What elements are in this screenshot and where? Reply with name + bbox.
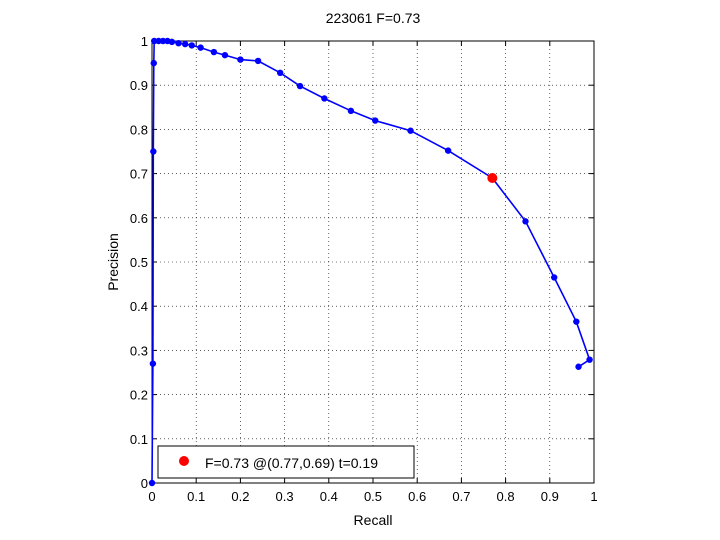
pr-curve-point: [155, 37, 162, 45]
pr-curve-point: [188, 42, 195, 49]
pr-curve: [148, 37, 593, 487]
y-tick-label: 0.1: [130, 432, 148, 447]
pr-curve-point: [407, 127, 414, 134]
y-tick-label: 0.9: [130, 78, 148, 93]
plot-frame: [151, 40, 595, 484]
y-tick-label: 0.4: [130, 299, 148, 314]
pr-curve-point: [573, 318, 580, 325]
pr-curve-point: [210, 48, 218, 56]
x-tick-label: 0.2: [231, 489, 249, 504]
y-tick-label: 0.6: [130, 211, 148, 226]
best-f-point: [487, 173, 498, 184]
pr-curve-point: [321, 95, 328, 102]
x-tick-label: 0: [148, 489, 155, 504]
y-tick-label: 0.3: [130, 343, 148, 358]
x-tick-label: 0.5: [364, 489, 382, 504]
legend-box: [157, 445, 415, 479]
y-tick-labels: 0 0.1 0.2 0.3 0.4 0.5 0.6 0.7 0.8 0.9 1: [130, 34, 148, 491]
pr-curve-point: [221, 51, 229, 59]
x-tick-label: 0.6: [408, 489, 426, 504]
x-tick-label: 0.3: [276, 489, 294, 504]
y-tick-label: 0.8: [130, 122, 148, 137]
pr-curve-point: [175, 40, 182, 47]
pr-curve-point: [181, 40, 189, 48]
pr-curve-point: [444, 147, 452, 154]
legend: F=0.73 @(0.77,0.69) t=0.19: [157, 445, 415, 479]
pr-curve-point: [237, 56, 244, 63]
x-tick-labels: 0 0.1 0.2 0.3 0.4 0.5 0.6 0.7 0.8 0.9 1: [148, 489, 597, 504]
pr-curve-point: [372, 117, 379, 124]
x-tick-label: 0.4: [320, 489, 338, 504]
y-tick-label: 1: [141, 34, 148, 49]
pr-curve-point: [149, 360, 157, 367]
y-axis-label: Precision: [105, 233, 121, 291]
pr-curve-point: [586, 356, 593, 363]
x-tick-label: 0.1: [187, 489, 205, 504]
pr-curve-point: [551, 274, 558, 281]
best-f-point-layer: [487, 173, 498, 184]
pr-curve-point: [150, 59, 157, 67]
y-tick-label: 0: [141, 476, 148, 491]
pr-curve-point: [148, 479, 156, 487]
y-tick-label: 0.5: [130, 255, 148, 270]
pr-curve-point: [197, 44, 204, 51]
y-tick-label: 0.7: [130, 167, 148, 182]
x-axis-label: Recall: [354, 512, 393, 528]
grid-lines: [152, 41, 594, 483]
pr-curve-point: [522, 218, 529, 225]
legend-marker: [179, 456, 189, 466]
pr-curve-point: [575, 363, 582, 370]
legend-text: F=0.73 @(0.77,0.69) t=0.19: [205, 455, 378, 471]
x-tick-label: 0.9: [541, 489, 559, 504]
pr-curve-point: [347, 107, 355, 115]
pr-curve-point: [296, 82, 304, 90]
chart-title: 223061 F=0.73: [326, 10, 421, 26]
pr-curve-point: [159, 37, 167, 45]
x-tick-label: 1: [590, 489, 597, 504]
pr-curve-point: [168, 38, 176, 46]
pr-curve-point: [276, 69, 284, 77]
pr-curve-point: [254, 57, 262, 65]
x-tick-label: 0.8: [497, 489, 515, 504]
y-tick-label: 0.2: [130, 388, 148, 403]
pr-curve-point: [150, 148, 157, 155]
x-tick-label: 0.7: [452, 489, 470, 504]
pr-curve-point: [151, 37, 158, 45]
